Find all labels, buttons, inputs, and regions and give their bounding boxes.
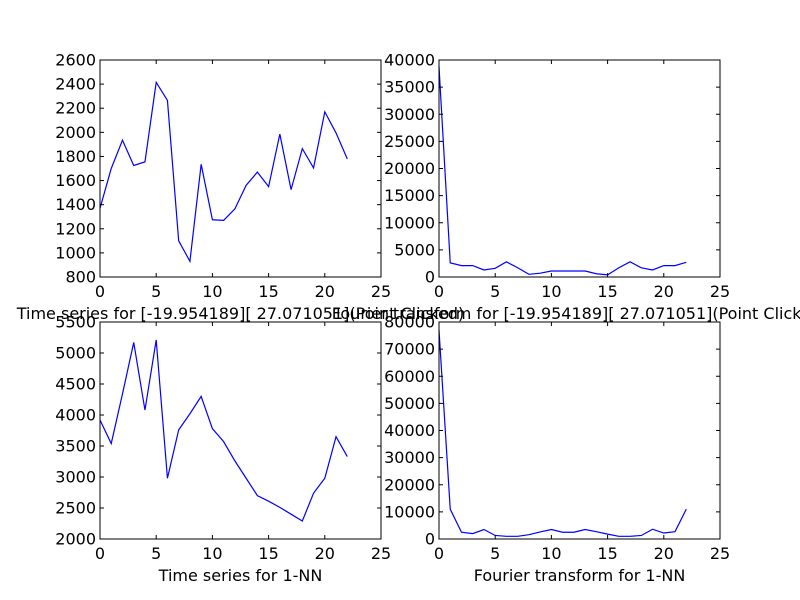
y-tick-label: 1800	[55, 147, 96, 166]
y-tick-label: 40000	[384, 421, 435, 440]
y-tick-label: 3500	[55, 437, 96, 456]
y-tick-label: 1400	[55, 195, 96, 214]
x-tick-label: 0	[434, 282, 444, 301]
y-tick-label: 2500	[55, 499, 96, 518]
x-tick-label: 10	[541, 282, 561, 301]
x-tick-label: 25	[371, 544, 391, 563]
x-tick-label: 20	[654, 544, 674, 563]
y-tick-label: 2200	[55, 99, 96, 118]
series-line-2-1	[438, 66, 687, 276]
y-tick-label: 4000	[55, 406, 96, 425]
x-tick-label: 0	[95, 544, 105, 563]
x-axis-label: Time series for [-19.954189][ 27.071051]…	[16, 304, 465, 323]
y-tick-label: 10000	[384, 213, 435, 232]
y-tick-label: 5000	[55, 344, 96, 363]
subplot-3: 0 5 10 15 20 25 2000 2500 3000 3500 4000 4500 5000 55…	[55, 313, 391, 586]
x-tick-label: 15	[597, 282, 617, 301]
x-tick-label: 10	[202, 544, 222, 563]
y-tick-label: 60000	[384, 367, 435, 386]
y-tick-label: 70000	[384, 340, 435, 359]
subplot-2: 0 5 10 15 20 25 0 5000 10000 15000 20000 25000 30000…	[332, 51, 800, 324]
y-tick-label: 50000	[384, 394, 435, 413]
x-tick-label: 15	[258, 544, 278, 563]
series-line-4-1	[438, 330, 687, 537]
y-tick-label: 2000	[55, 123, 96, 142]
y-tick-label: 20000	[384, 159, 435, 178]
axes-frame	[99, 321, 382, 540]
x-tick-label: 25	[371, 282, 391, 301]
x-axis-label: Time series for 1-NN	[158, 566, 323, 585]
y-tick-label: 5500	[55, 313, 96, 332]
y-tick-label: 1000	[55, 243, 96, 262]
x-tick-label: 5	[490, 544, 500, 563]
y-tick-label: 30000	[384, 448, 435, 467]
axes-frame	[438, 59, 721, 278]
y-tick-label: 0	[425, 268, 435, 287]
y-tick-label: 35000	[384, 78, 435, 97]
y-tick-label: 800	[65, 268, 96, 287]
axes-frame	[99, 59, 382, 278]
x-tick-label: 20	[315, 282, 335, 301]
y-tick-label: 20000	[384, 475, 435, 494]
x-tick-label: 15	[597, 544, 617, 563]
y-tick-label: 2000	[55, 530, 96, 549]
y-tick-label: 25000	[384, 132, 435, 151]
x-tick-label: 5	[151, 282, 161, 301]
series-line-1-1	[99, 80, 348, 264]
x-axis-label: Fourier transform for 1-NN	[474, 566, 686, 585]
x-tick-label: 0	[434, 544, 444, 563]
y-tick-label: 1600	[55, 171, 96, 190]
x-tick-label: 20	[315, 544, 335, 563]
x-tick-label: 5	[490, 282, 500, 301]
y-tick-label: 2600	[55, 51, 96, 70]
x-tick-label: 25	[710, 282, 730, 301]
x-tick-label: 15	[258, 282, 278, 301]
y-tick-label: 3000	[55, 468, 96, 487]
y-tick-label: 4500	[55, 375, 96, 394]
x-tick-label: 20	[654, 282, 674, 301]
y-tick-label: 80000	[384, 313, 435, 332]
y-tick-label: 15000	[384, 186, 435, 205]
subplot-4: 0 5 10 15 20 25 0 10000 20000 30000 40000 50000 6000…	[384, 313, 730, 586]
x-tick-label: 5	[151, 544, 161, 563]
axes-frame	[438, 321, 721, 540]
y-tick-label: 5000	[394, 240, 435, 259]
y-tick-label: 0	[425, 530, 435, 549]
x-tick-label: 10	[541, 544, 561, 563]
x-tick-label: 0	[95, 282, 105, 301]
y-tick-label: 2400	[55, 75, 96, 94]
x-tick-label: 10	[202, 282, 222, 301]
x-tick-label: 25	[710, 544, 730, 563]
series-line-3-1	[99, 339, 348, 522]
subplot-1: 0 5 10 15 20 25 800 1000 1200 1400 1600 1800 2000 220…	[16, 51, 465, 324]
x-axis-label: Fourier transform for [-19.954189][ 27.0…	[332, 304, 800, 323]
y-tick-label: 40000	[384, 51, 435, 70]
y-tick-label: 30000	[384, 105, 435, 124]
y-tick-label: 10000	[384, 502, 435, 521]
y-tick-label: 1200	[55, 219, 96, 238]
